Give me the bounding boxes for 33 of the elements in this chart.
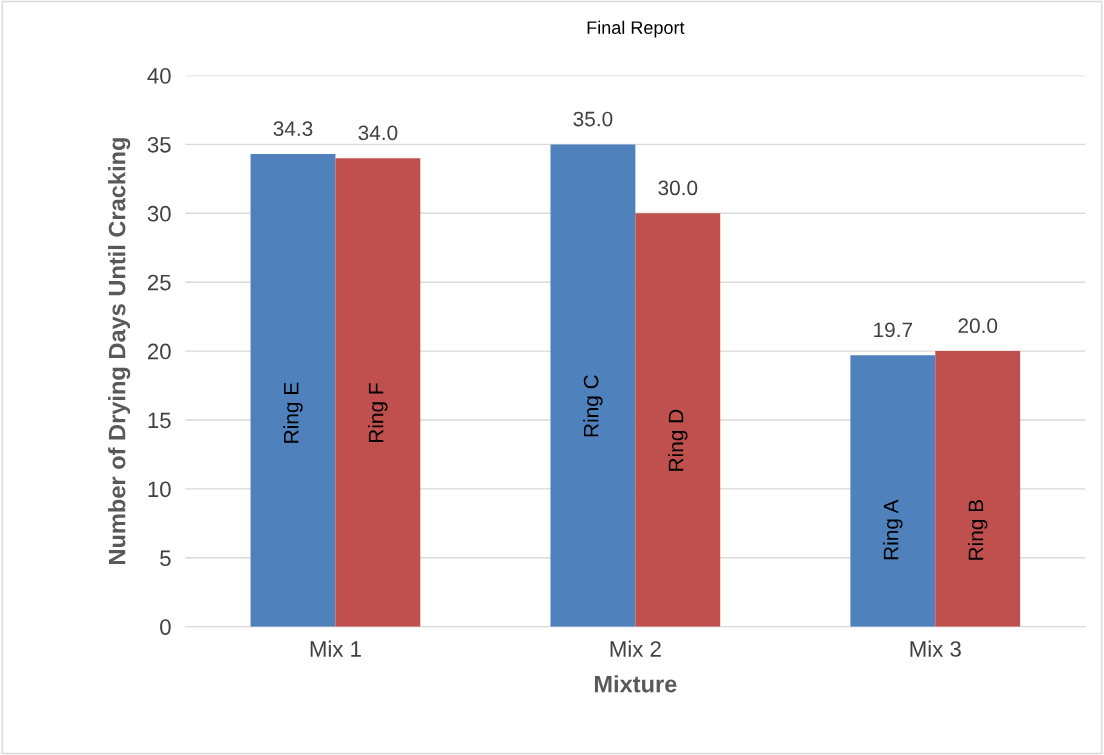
y-tick-label: 25 bbox=[147, 274, 171, 291]
bar bbox=[850, 355, 936, 627]
bar bbox=[550, 144, 636, 627]
annotation: Ring E bbox=[283, 382, 303, 443]
data-label: 34.3 bbox=[273, 121, 313, 137]
x-tick-label: Mix 2 bbox=[610, 640, 661, 657]
data-label: 30.0 bbox=[658, 180, 698, 196]
y-tick-label: 10 bbox=[148, 481, 171, 498]
annotation: Ring B bbox=[968, 500, 988, 560]
x-tick-label: Mix 3 bbox=[910, 640, 961, 657]
data-label: 19.7 bbox=[874, 322, 913, 338]
y-axis-title: Number of Drying Days Until Cracking bbox=[108, 138, 131, 564]
y-tick-label: 15 bbox=[148, 412, 171, 429]
y-tick-label: 30 bbox=[147, 205, 171, 222]
bar bbox=[935, 351, 1021, 627]
bar bbox=[335, 158, 421, 627]
y-tick-label: 20 bbox=[147, 343, 171, 360]
data-label: 20.0 bbox=[958, 318, 998, 334]
bar bbox=[250, 154, 336, 627]
annotation: Ring D bbox=[668, 409, 688, 471]
annotation: Ring C bbox=[583, 375, 603, 437]
x-axis-title: Mixture bbox=[594, 675, 677, 693]
y-tick-label: 35 bbox=[147, 136, 171, 153]
chart-title: Final Report bbox=[587, 20, 685, 38]
data-label: 34.0 bbox=[358, 125, 398, 141]
y-tick-label: 5 bbox=[160, 550, 171, 567]
y-tick-label: 0 bbox=[160, 619, 171, 635]
bar bbox=[635, 213, 721, 627]
x-tick-label: Mix 1 bbox=[310, 640, 361, 657]
annotation: Ring F bbox=[368, 383, 388, 443]
annotation: Ring A bbox=[883, 499, 903, 560]
y-tick-label: 40 bbox=[147, 68, 171, 84]
data-label: 35.0 bbox=[573, 111, 613, 127]
